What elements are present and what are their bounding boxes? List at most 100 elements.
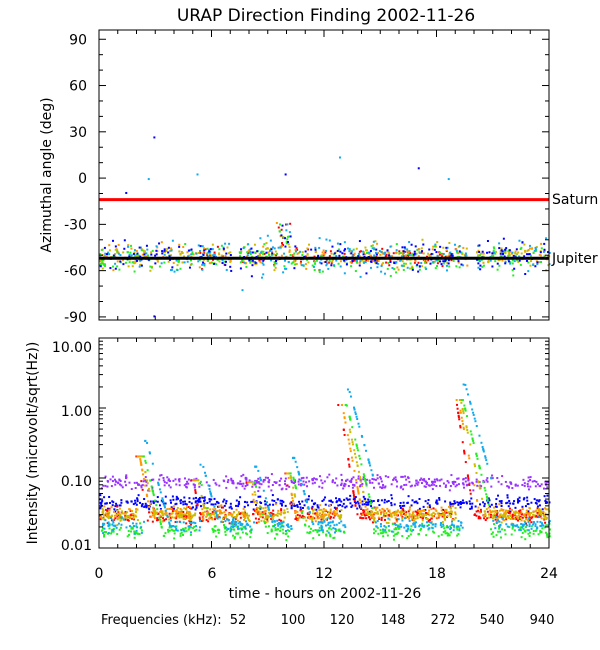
azimuth-point-148 <box>220 244 223 247</box>
azimuth-point-540 <box>433 248 436 251</box>
intensity-point-148 <box>146 469 149 472</box>
intensity-point-148 <box>193 525 196 528</box>
intensity-point-120 <box>152 506 155 509</box>
intensity-point-52 <box>352 494 355 497</box>
intensity-point-120 <box>509 518 512 521</box>
intensity-point-148 <box>192 526 195 529</box>
intensity-point-540 <box>183 500 186 503</box>
intensity-point-272 <box>320 527 323 530</box>
intensity-point-120 <box>350 438 353 441</box>
azimuth-point-272 <box>462 264 465 267</box>
azimuth-point-120 <box>500 253 503 256</box>
intensity-point-52 <box>126 519 129 522</box>
azimuth-point-272 <box>346 247 349 250</box>
intensity-point-52 <box>353 499 356 502</box>
intensity-point-120 <box>360 485 363 488</box>
intensity-point-540 <box>175 495 178 498</box>
intensity-point-940 <box>384 475 387 478</box>
intensity-point-148 <box>150 485 153 488</box>
intensity-point-940 <box>380 477 383 480</box>
azimuth-point-120 <box>308 243 311 246</box>
intensity-point-148 <box>373 528 376 531</box>
azimuth-point-52 <box>450 259 453 262</box>
azimuth-point-148 <box>387 261 390 264</box>
azimuth-point-100 <box>130 247 133 250</box>
azimuth-point-148 <box>133 254 136 257</box>
azimuth-point-272 <box>261 262 264 265</box>
azimuth-point-272 <box>183 261 186 264</box>
intensity-point-540 <box>197 498 200 501</box>
azimuth-point-148 <box>301 254 304 257</box>
intensity-point-148 <box>281 528 284 531</box>
x-tick-label-24: 24 <box>540 566 558 582</box>
intensity-point-540 <box>149 500 152 503</box>
intensity-point-540 <box>143 505 146 508</box>
intensity-point-148 <box>293 479 296 482</box>
intensity-point-148 <box>444 530 447 533</box>
intensity-point-540 <box>508 499 511 502</box>
intensity-point-940 <box>160 474 163 477</box>
intensity-point-148 <box>401 535 404 538</box>
intensity-point-120 <box>107 517 110 520</box>
intensity-point-120 <box>519 516 522 519</box>
intensity-point-272 <box>349 395 352 398</box>
intensity-point-120 <box>506 515 509 518</box>
intensity-point-148 <box>409 533 412 536</box>
intensity-point-148 <box>180 531 183 534</box>
intensity-point-52 <box>255 521 258 524</box>
azimuth-point-540 <box>338 254 341 257</box>
azimuth-point-120 <box>475 251 478 254</box>
intensity-point-540 <box>156 500 159 503</box>
intensity-point-100 <box>140 462 143 465</box>
intensity-point-940 <box>415 482 418 485</box>
intensity-point-100 <box>182 513 185 516</box>
intensity-point-100 <box>325 513 328 516</box>
intensity-point-100 <box>376 506 379 509</box>
intensity-point-148 <box>312 537 315 540</box>
azimuth-point-540 <box>289 235 292 238</box>
azimuth-point-272 <box>262 273 265 276</box>
azimuth-point-120 <box>374 240 377 243</box>
intensity-point-148 <box>548 528 551 531</box>
intensity-point-940 <box>374 478 377 481</box>
azimuth-point-148 <box>337 262 340 265</box>
intensity-point-940 <box>212 478 215 481</box>
intensity-point-120 <box>209 515 212 518</box>
intensity-point-272 <box>440 526 443 529</box>
intensity-point-100 <box>102 513 105 516</box>
intensity-point-120 <box>465 426 468 429</box>
intensity-point-120 <box>116 517 119 520</box>
azimuth-point-120 <box>421 265 424 268</box>
azimuth-point-100 <box>245 255 248 258</box>
azimuth-point-272 <box>533 249 536 252</box>
intensity-point-940 <box>384 485 387 488</box>
intensity-point-272 <box>518 528 521 531</box>
azimuth-point-100 <box>358 261 361 264</box>
intensity-point-940 <box>428 477 431 480</box>
intensity-point-148 <box>285 539 288 542</box>
intensity-point-540 <box>223 498 226 501</box>
intensity-point-272 <box>464 383 467 386</box>
intensity-point-148 <box>139 522 142 525</box>
intensity-point-100 <box>236 519 239 522</box>
intensity-point-100 <box>177 510 180 513</box>
intensity-point-120 <box>491 510 494 513</box>
intensity-point-100 <box>400 514 403 517</box>
intensity-point-540 <box>134 499 137 502</box>
intensity-point-940 <box>183 477 186 480</box>
intensity-point-120 <box>293 493 296 496</box>
azimuth-point-272 <box>146 248 149 251</box>
azimuth-point-272 <box>351 250 354 253</box>
intensity-point-148 <box>127 530 130 533</box>
intensity-point-148 <box>151 490 154 493</box>
intensity-point-120 <box>441 514 444 517</box>
intensity-point-540 <box>311 499 314 502</box>
intensity-point-940 <box>257 490 260 493</box>
azimuth-point-52 <box>436 262 439 265</box>
intensity-point-940 <box>342 487 345 490</box>
intensity-point-272 <box>236 527 239 530</box>
intensity-point-940 <box>140 484 143 487</box>
azimuth-point-52 <box>427 259 430 262</box>
azimuth-point-148 <box>424 266 427 269</box>
